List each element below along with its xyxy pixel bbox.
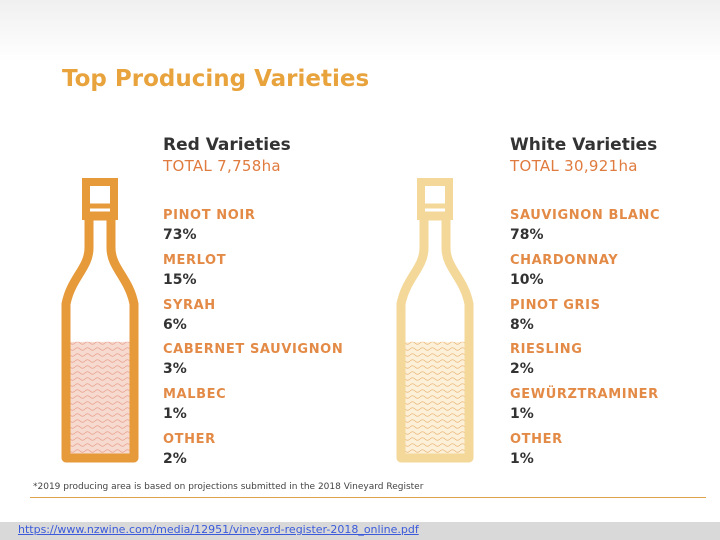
list-item: MERLOT 15% [163, 252, 343, 297]
list-item: PINOT GRIS 8% [510, 297, 660, 342]
red-header: Red Varieties TOTAL 7,758ha [163, 134, 291, 176]
red-variety-list: PINOT NOIR 73% MERLOT 15% SYRAH 6% CABER… [163, 207, 343, 476]
list-item: MALBEC 1% [163, 386, 343, 431]
variety-name: MERLOT [163, 252, 227, 268]
variety-percent: 15% [163, 271, 197, 288]
list-item: OTHER 2% [163, 431, 343, 476]
list-item: PINOT NOIR 73% [163, 207, 343, 252]
variety-name: GEWÜRZTRAMINER [510, 387, 659, 403]
variety-name: CHARDONNAY [510, 252, 619, 268]
white-variety-list: SAUVIGNON BLANC 78% CHARDONNAY 10% PINOT… [510, 207, 660, 476]
variety-percent: 3% [163, 361, 187, 378]
list-item: OTHER 1% [510, 431, 660, 476]
list-item: SAUVIGNON BLANC 78% [510, 207, 660, 252]
white-header: White Varieties TOTAL 30,921ha [510, 134, 657, 176]
variety-percent: 78% [510, 227, 544, 243]
variety-percent: 1% [510, 406, 534, 423]
variety-name: PINOT GRIS [510, 297, 601, 313]
variety-percent: 73% [163, 227, 197, 243]
list-item: CHARDONNAY 10% [510, 252, 660, 297]
variety-name: CABERNET SAUVIGNON [163, 342, 344, 358]
red-total: TOTAL 7,758ha [163, 157, 281, 175]
variety-name: SAUVIGNON BLANC [510, 208, 661, 223]
page-title: Top Producing Varieties [62, 66, 370, 92]
variety-percent: 2% [163, 450, 187, 467]
variety-name: OTHER [163, 431, 216, 447]
list-item: GEWÜRZTRAMINER 1% [510, 386, 660, 431]
variety-name: PINOT NOIR [163, 208, 256, 223]
white-total: TOTAL 30,921ha [510, 157, 638, 175]
variety-name: SYRAH [163, 297, 216, 313]
variety-percent: 1% [163, 406, 187, 423]
source-bar [0, 522, 720, 540]
white-bottle-wave-pattern [401, 341, 469, 458]
divider [30, 497, 706, 498]
white-wine-bottle-icon [396, 178, 474, 463]
variety-name: RIESLING [510, 342, 583, 358]
top-band [0, 0, 720, 62]
variety-percent: 10% [510, 271, 544, 288]
variety-name: MALBEC [163, 387, 227, 403]
list-item: CABERNET SAUVIGNON 3% [163, 341, 343, 386]
list-item: SYRAH 6% [163, 297, 343, 342]
red-bottle-wave-pattern [66, 341, 134, 458]
source-link[interactable]: https://www.nzwine.com/media/12951/viney… [18, 523, 419, 536]
red-wine-bottle-icon [61, 178, 139, 463]
variety-name: OTHER [510, 431, 563, 447]
red-heading: Red Varieties [163, 135, 291, 155]
variety-percent: 8% [510, 316, 534, 333]
white-heading: White Varieties [510, 135, 658, 155]
list-item: RIESLING 2% [510, 341, 660, 386]
variety-percent: 1% [510, 450, 534, 467]
variety-percent: 2% [510, 361, 534, 378]
footnote: *2019 producing area is based on project… [33, 482, 424, 492]
variety-percent: 6% [163, 316, 187, 333]
